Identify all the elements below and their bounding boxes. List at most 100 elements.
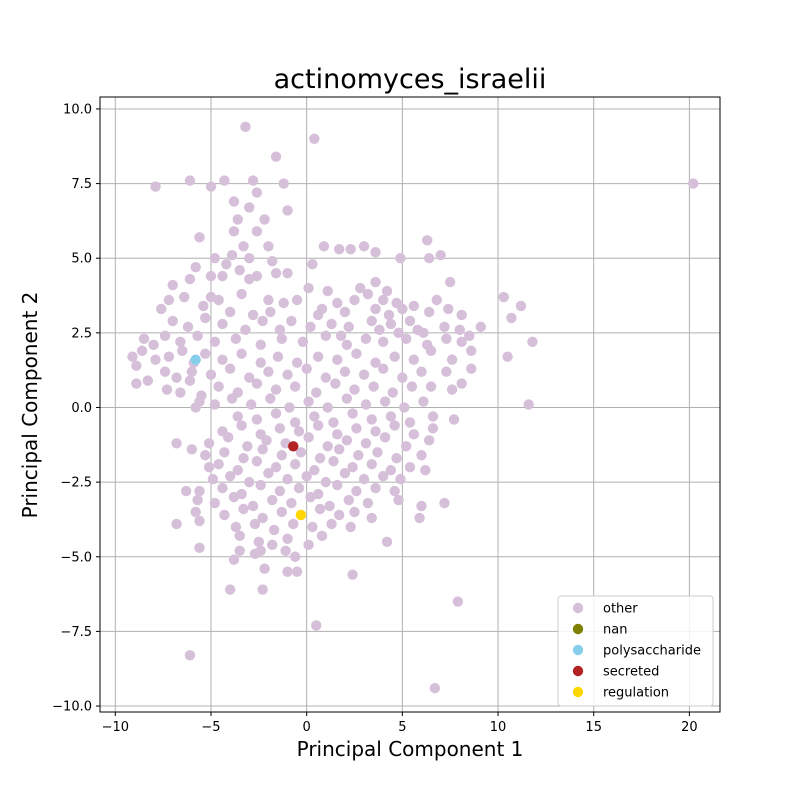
point-other bbox=[251, 456, 263, 467]
point-other bbox=[282, 369, 293, 380]
point-other bbox=[249, 548, 261, 559]
y-tick-label: 7.5 bbox=[71, 177, 92, 192]
point-other bbox=[406, 381, 418, 392]
point-other bbox=[267, 539, 278, 551]
point-other bbox=[282, 533, 293, 545]
point-other bbox=[219, 447, 230, 458]
point-other bbox=[289, 551, 301, 562]
point-other bbox=[247, 309, 259, 321]
point-other bbox=[404, 315, 416, 327]
point-other bbox=[400, 333, 412, 345]
point-other bbox=[232, 464, 243, 476]
point-other bbox=[427, 411, 439, 422]
point-other bbox=[190, 506, 201, 518]
point-other bbox=[320, 372, 332, 383]
point-other bbox=[498, 291, 509, 303]
point-other bbox=[332, 429, 343, 440]
point-other bbox=[136, 345, 148, 356]
point-other bbox=[265, 393, 276, 404]
point-other bbox=[322, 402, 333, 413]
point-other bbox=[224, 470, 236, 482]
point-other bbox=[217, 318, 228, 330]
plot-frame bbox=[99, 96, 721, 713]
point-other bbox=[420, 464, 431, 476]
point-other bbox=[240, 324, 251, 336]
point-other bbox=[224, 306, 236, 318]
point-other bbox=[431, 294, 442, 306]
point-other bbox=[284, 402, 295, 413]
point-other bbox=[217, 270, 228, 282]
point-other bbox=[443, 303, 454, 315]
point-other bbox=[263, 467, 274, 479]
point-other bbox=[244, 372, 255, 383]
point-other bbox=[408, 429, 420, 440]
point-other bbox=[253, 536, 265, 548]
point-other bbox=[435, 250, 446, 261]
point-other bbox=[159, 330, 171, 342]
point-other bbox=[184, 375, 196, 386]
point-other bbox=[282, 566, 293, 577]
point-other bbox=[175, 387, 186, 398]
point-other bbox=[309, 464, 320, 476]
point-other bbox=[345, 521, 356, 533]
point-other bbox=[161, 384, 173, 395]
point-other bbox=[238, 453, 249, 464]
point-other bbox=[397, 303, 408, 315]
point-other bbox=[330, 378, 341, 389]
point-other bbox=[429, 682, 441, 694]
point-other bbox=[366, 459, 377, 470]
y-axis-label: Principal Component 2 bbox=[18, 292, 42, 519]
point-other bbox=[167, 315, 178, 327]
point-other bbox=[389, 485, 400, 497]
point-other bbox=[184, 273, 196, 285]
point-other bbox=[423, 253, 435, 264]
point-other bbox=[385, 411, 397, 422]
y-tick-label: −10.0 bbox=[52, 700, 92, 715]
point-other bbox=[205, 291, 217, 303]
point-other bbox=[523, 399, 534, 410]
point-other bbox=[378, 363, 389, 374]
point-other bbox=[293, 482, 305, 494]
point-other bbox=[339, 467, 351, 479]
point-polysaccharide bbox=[190, 354, 201, 365]
point-other bbox=[422, 235, 433, 246]
point-other bbox=[349, 384, 360, 395]
point-other bbox=[288, 518, 299, 530]
point-other bbox=[347, 461, 358, 473]
point-other bbox=[441, 366, 452, 377]
point-other bbox=[238, 241, 249, 252]
point-other bbox=[314, 453, 326, 464]
point-other bbox=[200, 348, 211, 359]
point-other bbox=[276, 333, 287, 345]
point-other bbox=[397, 372, 408, 383]
point-other bbox=[228, 554, 240, 565]
point-other bbox=[368, 381, 379, 392]
point-other bbox=[224, 363, 236, 374]
point-other bbox=[270, 461, 282, 473]
point-other bbox=[286, 315, 297, 327]
y-tick-label: −2.5 bbox=[60, 476, 92, 491]
point-other bbox=[209, 399, 221, 410]
point-other bbox=[245, 399, 257, 410]
point-other bbox=[194, 542, 205, 554]
grid bbox=[100, 97, 720, 712]
point-other bbox=[190, 261, 201, 273]
point-other bbox=[261, 435, 272, 446]
point-other bbox=[370, 357, 381, 368]
point-other bbox=[259, 563, 270, 574]
legend-marker-nan bbox=[572, 623, 584, 635]
point-other bbox=[131, 378, 142, 389]
point-other bbox=[366, 414, 377, 425]
point-other bbox=[148, 339, 159, 350]
point-other bbox=[464, 330, 475, 342]
point-other bbox=[456, 378, 467, 389]
point-other bbox=[224, 584, 236, 595]
point-other bbox=[381, 285, 393, 297]
point-other bbox=[385, 318, 397, 330]
point-other bbox=[190, 402, 201, 413]
point-other bbox=[274, 423, 286, 434]
point-other bbox=[255, 357, 266, 368]
legend-marker-secreted bbox=[572, 665, 584, 677]
legend-label-secreted: secreted bbox=[603, 665, 659, 680]
